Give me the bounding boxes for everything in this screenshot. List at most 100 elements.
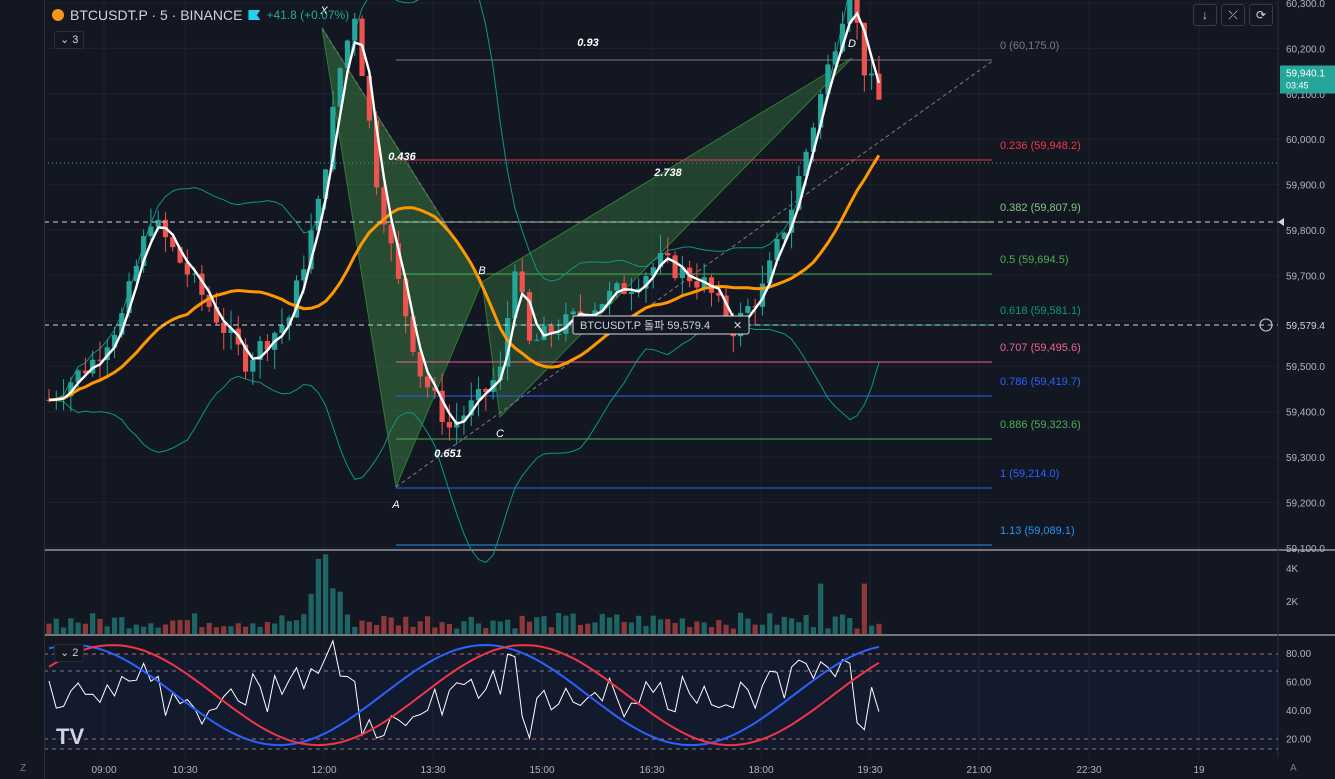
volume-bar: [694, 621, 700, 634]
auto-scale-toggle[interactable]: A: [1290, 763, 1297, 774]
volume-bar: [570, 613, 576, 634]
volume-bar: [876, 623, 882, 634]
tradingview-logo[interactable]: TV: [56, 724, 85, 749]
stoch-d-line: [48, 644, 880, 747]
maximize-button[interactable]: ⟳: [1249, 4, 1273, 26]
timezone-toggle[interactable]: Z: [20, 763, 27, 774]
volume-bar: [505, 619, 511, 634]
price-axis-label: 59,400.0: [1286, 408, 1325, 419]
left-toolbar[interactable]: [0, 0, 45, 779]
candle: [475, 388, 482, 401]
alert-close-button[interactable]: ✕: [733, 320, 742, 332]
osc-legend-toggle[interactable]: ⌄ 2: [54, 644, 85, 662]
volume-bar: [621, 621, 627, 634]
volume-bar: [330, 588, 336, 634]
bb-lower: [48, 320, 880, 564]
candle: [672, 255, 678, 279]
crosshair-price: 59,579.4: [1286, 321, 1325, 332]
candle: [352, 18, 358, 41]
volume-bar: [519, 615, 525, 634]
candle: [111, 334, 118, 348]
price-axis-label: 60,000.0: [1286, 135, 1325, 146]
candle: [279, 325, 285, 333]
time-axis-label: 10:30: [172, 765, 197, 776]
pane-buttons: ↓ ⤫ ⟳: [1193, 4, 1273, 26]
candle: [344, 40, 351, 69]
candle: [170, 237, 176, 248]
volume-bar: [475, 623, 482, 634]
candle: [155, 219, 161, 227]
volume-bar: [162, 624, 169, 634]
candle: [796, 176, 802, 210]
volume-bar: [657, 619, 664, 634]
candle: [68, 382, 74, 397]
candle: [177, 247, 183, 263]
volume-bar: [796, 622, 802, 634]
volume-bar: [468, 616, 474, 634]
price-axis-label: 59,500.0: [1286, 362, 1325, 373]
candle: [337, 68, 343, 107]
candle: [141, 236, 147, 267]
volume-bar: [374, 624, 380, 634]
fib-level-label: 1.13 (59,089.1): [1000, 525, 1075, 537]
volume-bar: [293, 620, 300, 634]
volume-bar: [60, 627, 67, 634]
candle: [788, 209, 795, 233]
volume-bar: [556, 612, 562, 634]
volume-bar: [723, 624, 729, 634]
volume-bar: [577, 624, 584, 634]
candle: [810, 127, 816, 152]
current-price-badge: [1280, 65, 1335, 94]
candle: [257, 341, 263, 361]
volume-bar: [752, 624, 758, 634]
volume-bar: [781, 616, 787, 634]
fib-level-label: 0.236 (59,948.2): [1000, 140, 1081, 152]
volume-bar: [279, 615, 285, 634]
move-down-button[interactable]: ↓: [1193, 4, 1217, 26]
candle: [767, 260, 773, 284]
candle: [847, 0, 853, 24]
collapse-button[interactable]: ⤫: [1221, 4, 1245, 26]
volume-bar: [839, 614, 846, 634]
volume-bar: [788, 618, 795, 634]
pattern-xab[interactable]: [321, 27, 483, 489]
volume-bar: [388, 617, 394, 634]
grid: [0, 0, 1335, 758]
volume-bar: [90, 613, 96, 634]
pattern-point-label: D: [848, 38, 856, 50]
volume-bar: [46, 623, 52, 634]
symbol-title[interactable]: BTCUSDT.P · 5 · BINANCE: [70, 7, 243, 23]
candle: [403, 278, 409, 317]
candle: [541, 326, 547, 340]
bb-upper: [48, 0, 848, 401]
volume-bar: [133, 624, 139, 634]
volume-bar: [810, 627, 816, 634]
volume-bar: [308, 593, 314, 634]
volume-bar: [111, 617, 118, 634]
pattern-point-label: X: [319, 5, 328, 17]
volume-bar: [206, 622, 212, 634]
time-axis-label: 18:00: [748, 765, 773, 776]
volume-bar: [315, 558, 321, 634]
volume-bar: [424, 616, 431, 634]
volume-bar: [75, 622, 81, 634]
flag-icon[interactable]: [248, 10, 261, 20]
candle: [184, 262, 190, 275]
volume-bar: [119, 617, 125, 634]
time-axis-label: 19: [1193, 765, 1205, 776]
candle: [82, 370, 88, 374]
candle: [468, 400, 474, 416]
candle: [818, 94, 824, 128]
volume-bar: [854, 628, 860, 634]
candle: [665, 252, 671, 256]
candle: [839, 23, 846, 52]
volume-bar: [344, 614, 351, 634]
alert-tag[interactable]: [572, 315, 750, 335]
candle: [752, 306, 758, 308]
indicator-legend-toggle[interactable]: ⌄ 3: [54, 31, 85, 49]
fib-level-label: 0.5 (59,694.5): [1000, 254, 1069, 266]
volume-bar: [301, 614, 307, 634]
overlay: BTCUSDT.P 돌파 59,579.4 ✕: [44, 162, 1284, 335]
volume-bar: [497, 621, 503, 634]
